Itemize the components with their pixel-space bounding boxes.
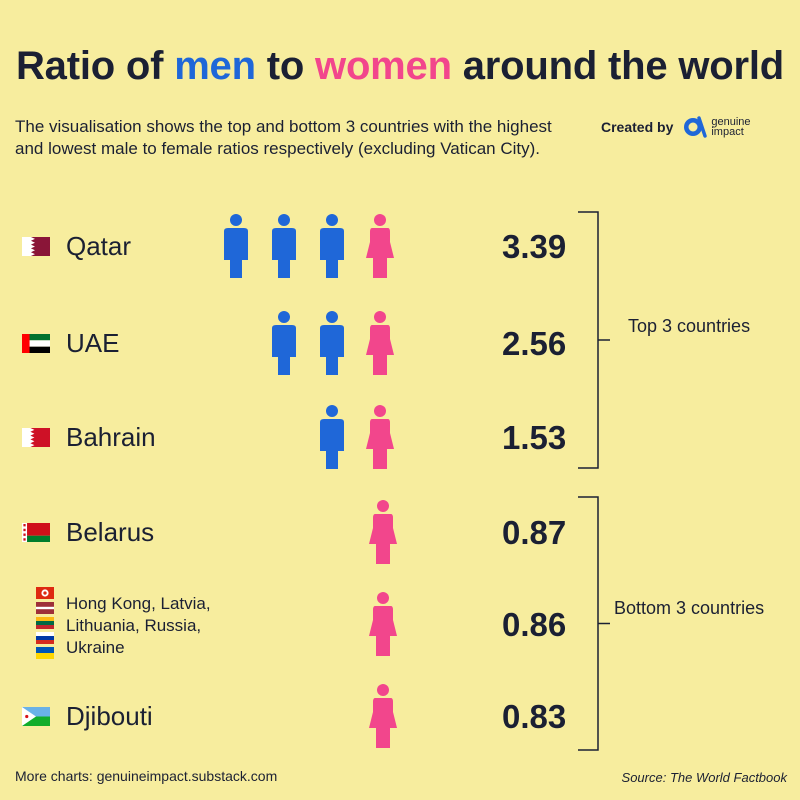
- woman-figure: [369, 500, 397, 564]
- group-label: Top 3 countries: [628, 316, 750, 336]
- brand: genuine impact: [681, 114, 763, 140]
- man-figure: [272, 311, 296, 375]
- row-label: Qatar: [66, 231, 131, 261]
- flag-bahrain-icon: [22, 428, 50, 447]
- man-figure-partial: [442, 684, 464, 748]
- row-label: UAE: [66, 328, 119, 358]
- title-women-word: women: [315, 44, 452, 88]
- value-label: 0.86: [502, 606, 566, 643]
- row-label-line: Lithuania, Russia,: [66, 616, 201, 635]
- man-figure-partial: [283, 405, 296, 469]
- title-prefix: Ratio of: [16, 44, 175, 88]
- value-label: 0.87: [502, 514, 566, 551]
- flag-qatar-icon: [22, 237, 50, 256]
- title-men-word: men: [174, 44, 256, 88]
- man-figure-partial: [191, 214, 200, 278]
- woman-figure: [369, 592, 397, 656]
- footer-more-charts: More charts: genuineimpact.substack.com: [15, 768, 278, 784]
- flag-hong-kong-icon: [36, 587, 54, 599]
- flag-ukraine-icon: [36, 647, 54, 659]
- row-label-line: Ukraine: [66, 638, 125, 657]
- man-figure-partial: [441, 500, 464, 564]
- flag-lithuania-icon: [36, 617, 54, 629]
- man-figure: [320, 311, 344, 375]
- chart-title: Ratio of men to women around the world: [0, 44, 800, 89]
- flag-latvia-icon: [36, 602, 54, 614]
- title-middle: to: [255, 44, 316, 88]
- woman-figure: [366, 311, 394, 375]
- row-label: Djibouti: [66, 701, 153, 731]
- genuine-impact-logo-icon: [684, 116, 708, 138]
- row-label: Bahrain: [66, 422, 156, 452]
- group-bracket: [578, 496, 610, 751]
- footer-source: Source: The World Factbook: [621, 770, 787, 785]
- woman-figure: [369, 684, 397, 748]
- value-label: 1.53: [502, 419, 566, 456]
- man-figure-partial: [441, 592, 464, 656]
- value-label: 0.83: [502, 698, 566, 735]
- value-label: 3.39: [502, 228, 566, 265]
- value-label: 2.56: [502, 325, 566, 362]
- group-label: Bottom 3 countries: [614, 598, 764, 618]
- row-label: Belarus: [66, 517, 154, 547]
- man-figure: [224, 214, 248, 278]
- man-figure-partial: [234, 311, 248, 375]
- row-label-line: Hong Kong, Latvia,: [66, 594, 211, 613]
- title-suffix: around the world: [451, 44, 784, 88]
- man-figure: [320, 214, 344, 278]
- man-figure: [320, 405, 344, 469]
- woman-figure: [366, 214, 394, 278]
- group-bracket: [578, 211, 610, 469]
- credit: Created by genuine impact: [601, 112, 763, 142]
- credit-label: Created by: [601, 119, 674, 135]
- man-figure: [272, 214, 296, 278]
- chart-subtitle: The visualisation shows the top and bott…: [15, 117, 552, 158]
- flag-russia-icon: [36, 632, 54, 644]
- flag-djibouti-icon: [22, 707, 50, 726]
- flag-uae-icon: [22, 334, 50, 353]
- brand-name: genuine impact: [711, 116, 751, 138]
- flag-belarus-icon: [22, 523, 50, 542]
- woman-figure: [366, 405, 394, 469]
